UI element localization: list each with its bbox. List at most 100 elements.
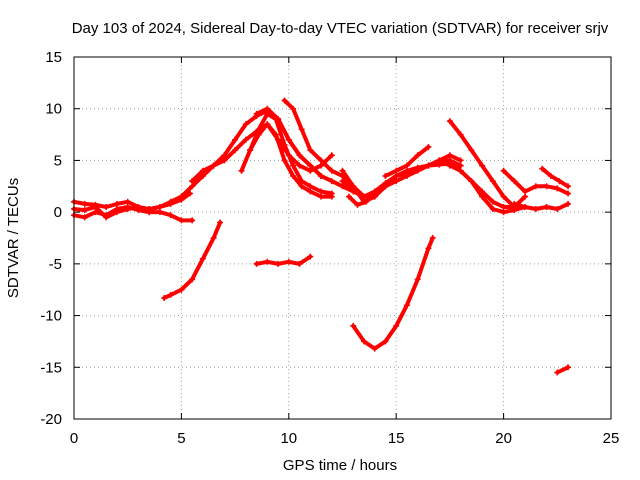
series-track-peak-4: [253, 105, 357, 195]
data-point: [92, 203, 99, 210]
data-point: [565, 190, 572, 197]
data-point: [328, 178, 335, 185]
data-point: [539, 165, 546, 172]
data-point: [500, 209, 507, 216]
series-line: [190, 108, 323, 184]
x-tick-label: 0: [70, 430, 78, 447]
data-point: [156, 209, 163, 216]
data-point: [189, 183, 196, 190]
series-track-peak-2: [247, 121, 335, 200]
data-point: [565, 364, 572, 371]
data-point: [382, 172, 389, 179]
data-point: [511, 200, 518, 207]
data-point: [554, 206, 561, 213]
series-track-late-2: [539, 165, 572, 190]
data-point: [522, 188, 529, 195]
data-point: [414, 152, 421, 159]
data-point: [393, 172, 400, 179]
series-track-neg-4: [554, 364, 572, 376]
data-point: [81, 200, 88, 207]
data-point: [500, 203, 507, 210]
data-point: [350, 188, 357, 195]
data-point: [81, 214, 88, 221]
data-point: [554, 185, 561, 192]
data-point: [189, 178, 196, 185]
data-point: [186, 190, 193, 197]
data-point: [522, 203, 529, 210]
data-point: [403, 162, 410, 169]
data-point: [307, 147, 314, 154]
data-point: [350, 183, 357, 190]
data-point: [479, 193, 486, 200]
data-point: [339, 178, 346, 185]
data-point: [146, 206, 153, 213]
data-point: [532, 183, 539, 190]
x-tick-label: 15: [388, 430, 405, 447]
data-point: [296, 152, 303, 159]
data-point: [328, 193, 335, 200]
data-point: [339, 183, 346, 190]
data-point: [247, 147, 254, 154]
data-point: [382, 180, 389, 187]
data-point: [446, 162, 453, 169]
y-tick-label: 10: [45, 101, 62, 118]
data-point: [178, 193, 185, 200]
data-point: [199, 167, 206, 174]
axis-ticks: 0 5 10 15 20 25 15 10 5 0 -5 -10 -15 -20: [40, 49, 619, 447]
data-point: [318, 172, 325, 179]
series-track-mid-4: [382, 143, 432, 179]
y-tick-label: -5: [49, 256, 62, 273]
data-point: [547, 172, 554, 179]
x-tick-label: 25: [603, 430, 620, 447]
data-point: [554, 369, 561, 376]
data-point: [210, 235, 217, 241]
x-tick-label: 20: [495, 430, 512, 447]
data-point: [425, 143, 432, 150]
data-point: [446, 152, 453, 159]
data-point: [113, 200, 120, 207]
data-point: [281, 141, 288, 148]
series-track-neg-1: [161, 219, 224, 301]
data-point: [103, 214, 110, 221]
data-point: [393, 167, 400, 174]
data-point: [543, 203, 550, 210]
data-point: [500, 167, 507, 174]
data-point: [429, 235, 436, 241]
data-point: [281, 157, 288, 164]
data-point: [565, 200, 572, 207]
data-point: [403, 302, 410, 309]
data-point: [307, 162, 314, 169]
series-line: [248, 122, 334, 199]
series-line: [540, 166, 570, 189]
data-point: [238, 167, 245, 174]
y-tick-label: 5: [54, 152, 62, 169]
data-point: [290, 162, 297, 169]
series-line: [351, 236, 435, 351]
data-point: [296, 260, 303, 267]
data-point: [167, 291, 174, 298]
series-line: [447, 119, 528, 209]
data-point: [167, 212, 174, 219]
data-point: [281, 97, 288, 104]
data-point: [371, 188, 378, 195]
data-point: [339, 167, 346, 174]
series-track-peak-1: [238, 110, 335, 197]
data-point: [436, 157, 443, 164]
series-track-neg-3: [350, 235, 436, 352]
data-point: [307, 188, 314, 195]
y-axis-label: SDTVAR / TECUs: [5, 178, 22, 298]
data-point: [318, 188, 325, 195]
series-track-late-3: [511, 200, 572, 213]
data-point: [565, 183, 572, 190]
data-point: [328, 152, 335, 159]
x-tick-label: 5: [177, 430, 185, 447]
data-point: [92, 209, 99, 216]
data-point: [489, 178, 496, 185]
series-track-rise-2: [189, 107, 325, 185]
data-point: [468, 147, 475, 154]
series-line: [254, 106, 356, 194]
series-track-neg-2: [253, 253, 314, 267]
data-point: [425, 162, 432, 169]
series-track-fall-3: [446, 118, 529, 210]
data-point: [500, 193, 507, 200]
